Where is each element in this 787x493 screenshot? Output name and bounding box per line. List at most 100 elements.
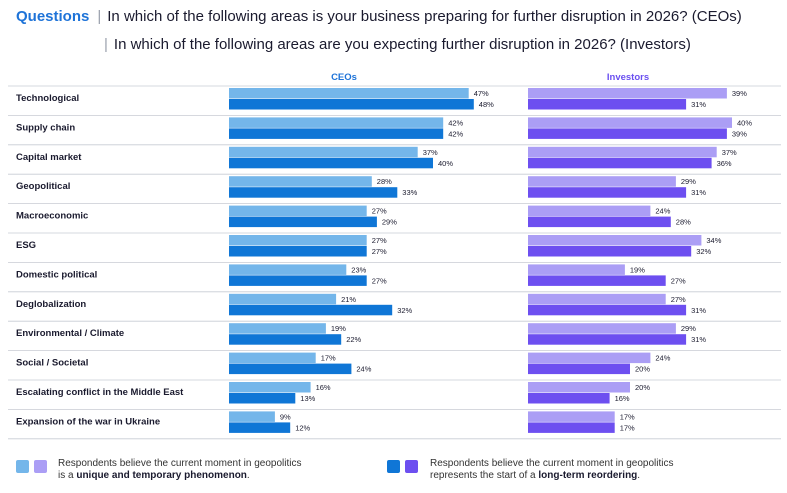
bar-investor-temporary: [528, 293, 666, 305]
bar-value-label: 13%: [300, 394, 315, 403]
bar-value-label: 37%: [423, 148, 438, 157]
bar-value-label: 27%: [671, 295, 686, 304]
bar-ceo-longterm: [229, 246, 367, 257]
bar-investor-longterm: [528, 363, 630, 375]
bar-value-label: 34%: [706, 236, 721, 245]
bar-value-label: 24%: [655, 354, 670, 363]
legend-longterm-line2: represents the start of a long-term reor…: [430, 470, 641, 481]
bar-investor-longterm: [528, 275, 666, 286]
legend-longterm-bold: long-term reordering: [538, 470, 638, 481]
legend-longterm-line1: Respondents believe the current moment i…: [430, 458, 674, 469]
bar-value-label: 33%: [402, 188, 417, 197]
bar-ceo-longterm: [229, 334, 342, 345]
bar-investor-longterm: [528, 157, 712, 169]
bar-ceo-longterm: [229, 422, 291, 433]
bar-value-label: 16%: [316, 383, 331, 392]
bar-ceo-longterm: [229, 304, 393, 316]
bar-value-label: 27%: [671, 276, 686, 285]
bar-value-label: 28%: [676, 218, 691, 227]
header-divider: |: [104, 36, 108, 53]
bar-ceo-temporary: [229, 382, 311, 393]
bar-investor-longterm: [528, 334, 687, 345]
bar-investor-temporary: [528, 117, 732, 128]
legend-temporary: Respondents believe the current moment i…: [58, 458, 301, 482]
bar-value-label: 31%: [691, 188, 706, 197]
legend-swatch-ceo-light: [16, 460, 29, 473]
bar-value-label: 48%: [479, 100, 494, 109]
bar-ceo-temporary: [229, 88, 469, 99]
bar-value-label: 29%: [681, 324, 696, 333]
header-divider: |: [97, 8, 102, 25]
bar-value-label: 19%: [331, 324, 346, 333]
bar-value-label: 16%: [615, 394, 630, 403]
question-ceo: In which of the following areas is your …: [107, 8, 742, 25]
bar-value-label: 27%: [372, 207, 387, 216]
bar-ceo-longterm: [229, 157, 433, 169]
bar-value-label: 31%: [691, 100, 706, 109]
bar-value-label: 39%: [732, 89, 747, 98]
question-investor-line: | In which of the following areas are you…: [96, 36, 691, 53]
bar-value-label: 36%: [717, 159, 732, 168]
bar-value-label: 24%: [356, 365, 371, 374]
bar-investor-temporary: [528, 176, 676, 187]
bar-value-label: 28%: [377, 177, 392, 186]
bar-investor-temporary: [528, 411, 615, 422]
bar-investor-temporary: [528, 382, 630, 393]
category-label: Escalating conflict in the Middle East: [16, 387, 184, 398]
category-label: Domestic political: [16, 269, 97, 280]
category-label: ESG: [16, 240, 36, 251]
bar-value-label: 29%: [382, 218, 397, 227]
bar-value-label: 37%: [722, 148, 737, 157]
category-label: Expansion of the war in Ukraine: [16, 416, 160, 427]
category-label: Macroeconomic: [16, 211, 88, 222]
bar-value-label: 40%: [438, 159, 453, 168]
questions-label: Questions: [16, 8, 90, 25]
bar-value-label: 42%: [448, 118, 463, 127]
bar-value-label: 19%: [630, 265, 645, 274]
bar-investor-longterm: [528, 422, 615, 433]
bar-ceo-temporary: [229, 323, 326, 334]
bar-value-label: 31%: [691, 306, 706, 315]
bar-value-label: 29%: [681, 177, 696, 186]
bar-investor-temporary: [528, 146, 717, 158]
bar-value-label: 27%: [372, 247, 387, 256]
bar-value-label: 21%: [341, 295, 356, 304]
category-label: Technological: [16, 93, 79, 104]
panel-header-ceos: CEOs: [331, 72, 357, 83]
bar-value-label: 32%: [397, 306, 412, 315]
bar-value-label: 22%: [346, 335, 361, 344]
bar-investor-temporary: [528, 264, 625, 275]
bar-value-label: 9%: [280, 412, 291, 421]
bar-ceo-temporary: [229, 352, 316, 364]
bar-investor-longterm: [528, 246, 692, 257]
bar-ceo-temporary: [229, 235, 367, 246]
bar-value-label: 17%: [321, 354, 336, 363]
panel-header-investors: Investors: [607, 72, 649, 83]
bar-value-label: 24%: [655, 207, 670, 216]
bar-value-label: 42%: [448, 129, 463, 138]
legend-temporary-line1: Respondents believe the current moment i…: [58, 458, 302, 469]
question-investor: In which of the following areas are you …: [113, 36, 691, 53]
bar-investor-temporary: [528, 205, 651, 217]
bar-investor-temporary: [528, 352, 651, 364]
bar-ceo-longterm: [229, 128, 444, 139]
bar-ceo-longterm: [229, 187, 398, 198]
legend-swatch-inv-light: [34, 460, 47, 473]
bar-ceo-temporary: [229, 205, 367, 217]
bar-ceo-longterm: [229, 393, 296, 404]
bar-value-label: 39%: [732, 129, 747, 138]
bar-ceo-longterm: [229, 275, 367, 286]
bar-ceo-temporary: [229, 411, 275, 422]
bar-ceo-temporary: [229, 117, 444, 128]
bar-value-label: 31%: [691, 335, 706, 344]
bar-value-label: 47%: [474, 89, 489, 98]
legend-swatch-inv-dark: [405, 460, 418, 473]
bar-investor-temporary: [528, 235, 702, 246]
legend-temporary-line2: is a unique and temporary phenomenon.: [58, 470, 250, 481]
bar-investor-longterm: [528, 128, 727, 139]
bar-value-label: 17%: [620, 412, 635, 421]
bar-value-label: 32%: [696, 247, 711, 256]
legend-swatch-ceo-dark: [387, 460, 400, 473]
category-label: Supply chain: [16, 122, 75, 133]
bar-investor-longterm: [528, 216, 671, 228]
